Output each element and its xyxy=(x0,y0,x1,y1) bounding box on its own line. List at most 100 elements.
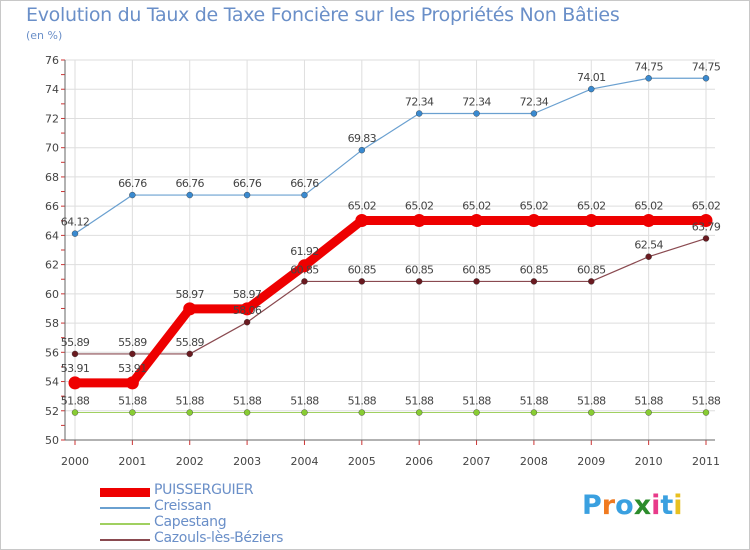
logo-letter: x xyxy=(633,490,652,521)
data-label: 61.92 xyxy=(290,245,319,258)
data-point xyxy=(183,302,197,316)
data-label: 60.85 xyxy=(520,263,549,276)
data-point xyxy=(473,110,480,117)
data-label: 51.88 xyxy=(233,395,262,408)
data-label: 51.88 xyxy=(290,395,319,408)
data-point xyxy=(301,409,308,416)
data-label: 53.91 xyxy=(61,362,90,375)
data-label: 66.76 xyxy=(118,177,147,190)
data-label: 58.97 xyxy=(233,288,262,301)
data-point xyxy=(68,376,82,390)
logo-letter: i xyxy=(651,490,661,521)
data-point xyxy=(415,110,423,117)
data-point xyxy=(412,213,426,227)
data-label: 60.85 xyxy=(405,263,434,276)
data-label: 65.02 xyxy=(348,199,377,212)
data-point xyxy=(129,409,136,416)
x-tick-label: 2009 xyxy=(577,455,605,468)
data-label: 51.88 xyxy=(348,395,377,408)
data-label: 65.02 xyxy=(634,199,663,212)
axes xyxy=(61,59,715,445)
data-label: 51.88 xyxy=(61,395,90,408)
data-label: 74.75 xyxy=(634,60,663,73)
data-label: 62.54 xyxy=(634,239,663,252)
legend-label: Cazouls-lès-Béziers xyxy=(154,530,284,546)
data-label: 58.06 xyxy=(233,304,262,317)
data-label: 65.02 xyxy=(405,199,434,212)
data-label: 60.85 xyxy=(577,263,606,276)
legend-swatch xyxy=(100,507,150,509)
data-label: 55.89 xyxy=(61,336,90,349)
y-tick-label: 62 xyxy=(45,259,59,272)
data-label: 65.02 xyxy=(520,199,549,212)
data-point xyxy=(129,350,136,358)
logo-letter: P xyxy=(582,490,602,521)
legend-label: Creissan xyxy=(154,498,212,514)
y-tick-label: 68 xyxy=(45,171,59,184)
data-point xyxy=(358,409,366,416)
data-point xyxy=(358,278,366,285)
data-label: 51.88 xyxy=(175,395,204,408)
y-tick-label: 56 xyxy=(45,346,59,359)
data-point xyxy=(71,230,79,237)
logo-letter: t xyxy=(660,490,674,521)
data-point xyxy=(699,213,713,227)
data-point xyxy=(588,278,595,285)
data-label: 72.34 xyxy=(462,95,491,108)
data-point xyxy=(702,409,710,416)
data-label: 51.88 xyxy=(692,395,721,408)
data-label: 74.75 xyxy=(692,60,721,73)
series-line xyxy=(70,215,711,388)
y-tick-label: 76 xyxy=(45,54,59,67)
data-point xyxy=(588,85,595,93)
x-tick-label: 2010 xyxy=(635,455,663,468)
x-tick-label: 2004 xyxy=(290,455,318,468)
y-tick-label: 64 xyxy=(45,229,59,242)
logo-letter: o xyxy=(615,490,634,521)
x-tick-label: 2001 xyxy=(118,455,146,468)
data-point xyxy=(301,191,308,199)
data-point xyxy=(584,213,598,227)
data-point xyxy=(186,191,193,199)
data-label: 74.01 xyxy=(577,71,606,84)
y-tick-label: 52 xyxy=(45,405,59,418)
data-point xyxy=(186,350,193,358)
data-point xyxy=(473,278,480,285)
legend-swatch xyxy=(100,523,150,525)
x-tick-label: 2007 xyxy=(463,455,491,468)
data-label: 65.02 xyxy=(577,199,606,212)
y-tick-label: 72 xyxy=(45,112,59,125)
data-point xyxy=(243,319,251,326)
data-label: 60.85 xyxy=(290,263,319,276)
series-line xyxy=(74,237,707,355)
data-point xyxy=(355,213,369,227)
data-point xyxy=(588,409,595,416)
data-points xyxy=(68,75,713,416)
x-tick-label: 2011 xyxy=(692,455,720,468)
data-point xyxy=(129,191,136,199)
chart-unit-label: (en %) xyxy=(26,29,63,42)
x-tick-label: 2006 xyxy=(405,455,433,468)
legend-label: Capestang xyxy=(154,514,227,530)
data-point xyxy=(297,259,311,273)
series-lines xyxy=(70,77,711,414)
data-point xyxy=(243,409,251,416)
data-point xyxy=(358,146,366,154)
data-label: 63.79 xyxy=(692,220,721,233)
data-label: 55.89 xyxy=(118,336,147,349)
data-point xyxy=(71,409,79,416)
data-label: 64.12 xyxy=(61,216,90,229)
data-point xyxy=(301,278,308,285)
data-label: 51.88 xyxy=(118,395,147,408)
data-point xyxy=(527,213,541,227)
data-label: 69.83 xyxy=(348,132,377,145)
proxiti-logo: Proxiti xyxy=(582,490,683,521)
x-tick-label: 2000 xyxy=(61,455,89,468)
data-label: 51.88 xyxy=(577,395,606,408)
data-point xyxy=(645,253,652,260)
data-labels: 51.88 51.88 51.88 51.88 51.88 51.88 51.88 51.88… xyxy=(61,60,722,408)
data-label: 66.76 xyxy=(290,177,319,190)
data-point xyxy=(530,278,538,285)
data-point xyxy=(240,302,254,316)
